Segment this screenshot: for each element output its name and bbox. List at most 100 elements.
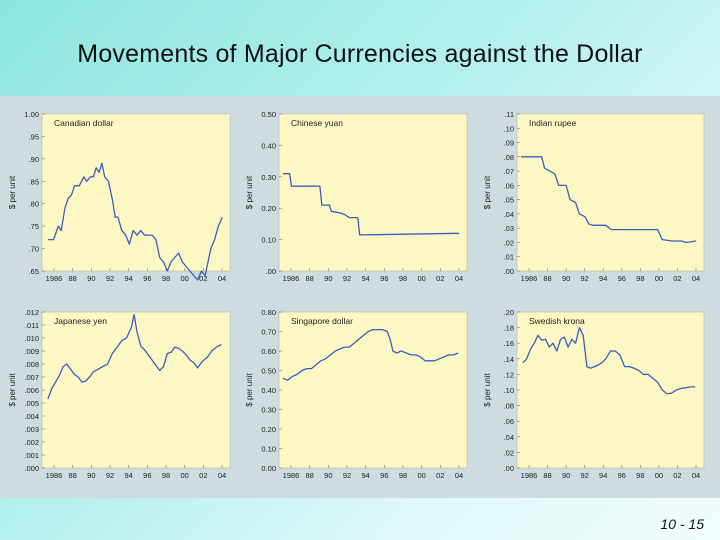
page-number: 10 - 15 — [660, 516, 704, 532]
singapore-dollar-ytick-label: 0.80 — [261, 308, 276, 317]
japanese-yen-xtick-label: 02 — [199, 471, 207, 480]
swedish-krona-xtick-label: 00 — [655, 471, 663, 480]
chinese-yuan-chart: .00 0.10 0.20 0.30 0.40 0.50 1986 88 90 92 94 96 98 0… — [245, 110, 468, 283]
chinese-yuan-xtick-label: 92 — [343, 274, 351, 283]
singapore-dollar-ytick-label: 0.40 — [261, 386, 276, 395]
indian-rupee-ytick-label: .05 — [504, 196, 514, 205]
japanese-yen-xtick-label: 88 — [68, 471, 76, 480]
swedish-krona-ytick-label: .14 — [504, 355, 514, 364]
japanese-yen-chart: .000 .001 .002 .003 .004 .005 .006 .007 .008 .009… — [8, 308, 231, 480]
canadian-dollar-ytick-label: .80 — [29, 200, 39, 209]
indian-rupee-ytick-label: .04 — [504, 210, 514, 219]
singapore-dollar-ytick-label: 0.00 — [261, 464, 276, 473]
canadian-dollar-xtick-label: 98 — [162, 274, 170, 283]
canadian-dollar-ytick-label: .75 — [29, 222, 39, 231]
indian-rupee-xtick-label: 96 — [618, 274, 626, 283]
japanese-yen-xtick-label: 92 — [106, 471, 114, 480]
swedish-krona-ytick-label: .16 — [504, 339, 514, 348]
canadian-dollar-ytick-label: .65 — [29, 267, 39, 276]
canadian-dollar-ytick-label: .70 — [29, 245, 39, 254]
indian-rupee-xtick-label: 90 — [562, 274, 570, 283]
japanese-yen-xtick-label: 04 — [218, 471, 226, 480]
singapore-dollar-ytick-label: 0.10 — [261, 445, 276, 454]
singapore-dollar-xtick-label: 98 — [399, 471, 407, 480]
swedish-krona-chart: .00 .02 .04 .06 .08 .10 .12 .14 .16 .18 .20 1986 88 9… — [483, 308, 705, 480]
swedish-krona-title: Swedish krona — [529, 316, 585, 326]
singapore-dollar-xtick-label: 94 — [361, 471, 369, 480]
canadian-dollar-title: Canadian dollar — [54, 118, 114, 128]
singapore-dollar-ytick-label: 0.60 — [261, 347, 276, 356]
canadian-dollar-ytick-label: .85 — [29, 177, 39, 186]
chinese-yuan-xtick-label: 00 — [417, 274, 425, 283]
japanese-yen-ytick-label: .012 — [24, 308, 39, 317]
japanese-yen-series-line — [47, 313, 222, 400]
swedish-krona-xtick-label: 96 — [618, 471, 626, 480]
singapore-dollar-xtick-label: 00 — [417, 471, 425, 480]
canadian-dollar-series-line — [47, 162, 223, 281]
indian-rupee-ytick-label: .07 — [504, 167, 514, 176]
indian-rupee-ytick-label: .00 — [504, 267, 514, 276]
indian-rupee-ytick-label: .03 — [504, 224, 514, 233]
chinese-yuan-xtick-label: 02 — [436, 274, 444, 283]
indian-rupee-chart: .00 .01 .02 .03 .04 .05 .06 .07 .08 .09 .10 .11 1986… — [483, 110, 705, 283]
singapore-dollar-ylabel: $ per unit — [245, 373, 254, 407]
singapore-dollar-ytick-label: 0.70 — [261, 328, 276, 337]
chinese-yuan-plot-area — [278, 113, 468, 272]
indian-rupee-xtick-label: 02 — [673, 274, 681, 283]
chinese-yuan-ytick-label: 0.50 — [261, 110, 276, 119]
swedish-krona-xtick-label: 02 — [673, 471, 681, 480]
japanese-yen-ytick-label: .009 — [24, 347, 39, 356]
swedish-krona-ytick-label: .06 — [504, 417, 514, 426]
chinese-yuan-xtick-label: 88 — [305, 274, 313, 283]
japanese-yen-ytick-label: .000 — [24, 464, 39, 473]
indian-rupee-ytick-label: .01 — [504, 253, 514, 262]
slide-title: Movements of Major Currencies against th… — [77, 40, 643, 68]
chinese-yuan-ytick-label: 0.40 — [261, 141, 276, 150]
indian-rupee-plot-area — [516, 113, 705, 272]
chinese-yuan-xtick-label: 90 — [324, 274, 332, 283]
indian-rupee-ytick-label: .10 — [504, 124, 514, 133]
japanese-yen-ytick-label: .008 — [24, 360, 39, 369]
chart-panel: .65 .70 .75 .80 .85 .90 .95 1.00 1986 88 90 92 94 96 9… — [0, 96, 720, 498]
chinese-yuan-ytick-label: .00 — [266, 267, 276, 276]
indian-rupee-xtick-label: 92 — [580, 274, 588, 283]
indian-rupee-series-line — [521, 156, 697, 244]
canadian-dollar-chart: .65 .70 .75 .80 .85 .90 .95 1.00 1986 88 90 92 94 96 9… — [8, 110, 231, 283]
japanese-yen-xtick-label: 98 — [162, 471, 170, 480]
swedish-krona-xtick-label: 88 — [543, 471, 551, 480]
japanese-yen-ytick-label: .005 — [24, 399, 39, 408]
japanese-yen-ytick-label: .006 — [24, 386, 39, 395]
chinese-yuan-series-line — [283, 173, 460, 236]
chinese-yuan-xtick-label: 96 — [380, 274, 388, 283]
singapore-dollar-xtick-label: 1986 — [283, 471, 300, 480]
swedish-krona-ytick-label: .00 — [504, 464, 514, 473]
swedish-krona-xtick-label: 98 — [636, 471, 644, 480]
chinese-yuan-xtick-label: 1986 — [283, 274, 300, 283]
swedish-krona-ytick-label: .02 — [504, 448, 514, 457]
singapore-dollar-xtick-label: 88 — [305, 471, 313, 480]
singapore-dollar-ytick-label: 0.50 — [261, 367, 276, 376]
canadian-dollar-ytick-label: .90 — [29, 155, 39, 164]
indian-rupee-xtick-label: 04 — [692, 274, 700, 283]
japanese-yen-xtick-label: 00 — [180, 471, 188, 480]
swedish-krona-ytick-label: .08 — [504, 402, 514, 411]
singapore-dollar-title: Singapore dollar — [291, 316, 353, 326]
chinese-yuan-ylabel: $ per unit — [245, 175, 254, 209]
swedish-krona-plot-area — [516, 311, 705, 469]
swedish-krona-ytick-label: .20 — [504, 308, 514, 317]
japanese-yen-xtick-label: 90 — [87, 471, 95, 480]
japanese-yen-xtick-label: 96 — [143, 471, 151, 480]
singapore-dollar-series-line — [282, 328, 459, 381]
canadian-dollar-ytick-label: .95 — [29, 132, 39, 141]
singapore-dollar-xtick-label: 96 — [380, 471, 388, 480]
japanese-yen-xtick-label: 1986 — [46, 471, 63, 480]
japanese-yen-ytick-label: .003 — [24, 425, 39, 434]
chinese-yuan-ytick-label: 0.30 — [261, 173, 276, 182]
swedish-krona-xtick-label: 04 — [692, 471, 700, 480]
chinese-yuan-xtick-label: 98 — [399, 274, 407, 283]
chinese-yuan-xtick-label: 94 — [361, 274, 369, 283]
canadian-dollar-xtick-label: 00 — [180, 274, 188, 283]
japanese-yen-ytick-label: .001 — [24, 451, 39, 460]
singapore-dollar-ytick-label: 0.20 — [261, 425, 276, 434]
japanese-yen-ytick-label: .011 — [25, 321, 39, 330]
